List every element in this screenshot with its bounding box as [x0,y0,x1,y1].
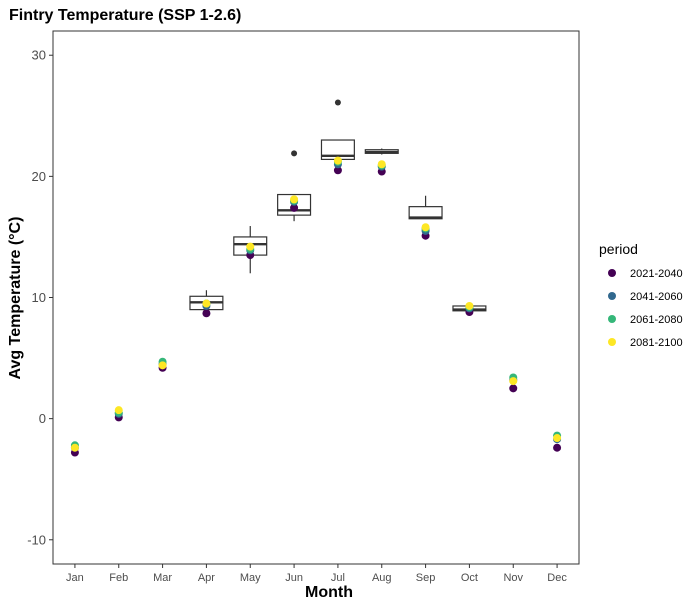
x-tick-label: Sep [416,572,436,584]
legend-key [608,292,616,300]
x-tick-label: Jan [66,572,84,584]
y-axis-title: Avg Temperature (°C) [7,217,24,380]
boxplot-sep [408,195,443,220]
point-aug [377,160,386,169]
legend-title: period [599,241,638,257]
y-tick-label: 30 [32,48,46,63]
boxplot-aug [364,148,399,155]
legend-key [608,315,616,323]
x-tick-label: Apr [198,572,215,584]
point-nov [509,377,518,386]
chart-title: Fintry Temperature (SSP 1-2.6) [9,7,241,24]
x-tick-label: Aug [372,572,392,584]
y-tick-label: 20 [32,169,46,184]
x-axis: Jan Feb Mar Apr May Jun Jul Aug Sep Oct Nov Dec [66,564,567,584]
point-feb [114,406,123,415]
point-apr [202,299,211,308]
x-axis-title: Month [305,584,353,601]
legend-label: 2061-2080 [630,314,683,326]
plot-area [52,30,580,565]
point-mar [158,361,167,370]
y-axis: -10 0 10 20 30 [27,48,53,547]
legend-key [608,269,616,277]
x-tick-label: Oct [461,572,478,584]
boxplot-jul [320,99,355,162]
data-points [70,156,562,457]
y-tick-label: -10 [27,532,46,547]
x-tick-label: Jun [285,572,303,584]
point-dec [553,443,562,452]
point-dec [553,434,562,443]
series-2081-2100 [70,156,562,452]
point-jul [333,166,342,175]
legend-label: 2041-2060 [630,291,683,303]
legend-key [608,338,616,346]
point-jun [290,195,299,204]
x-tick-label: Feb [109,572,128,584]
y-tick-label: 0 [39,411,46,426]
point-jun [290,203,299,212]
point-nov [509,384,518,393]
x-tick-label: Jul [331,572,345,584]
outlier-point [334,99,341,106]
point-sep [421,223,430,232]
outlier-point [291,150,298,157]
point-oct [465,301,474,310]
y-tick-label: 10 [32,290,46,305]
box [408,206,443,220]
legend-label: 2021-2040 [630,268,683,280]
point-jan [70,443,79,452]
legend-label: 2081-2100 [630,337,683,349]
point-jul [333,156,342,165]
x-tick-label: Mar [153,572,172,584]
x-tick-label: May [240,572,261,584]
legend: period 2021-2040 2041-2060 2061-2080 2081-2… [599,241,683,349]
x-tick-label: Nov [503,572,523,584]
point-may [246,242,255,251]
x-tick-label: Dec [547,572,567,584]
panel-border [52,30,580,565]
point-apr [202,309,211,318]
